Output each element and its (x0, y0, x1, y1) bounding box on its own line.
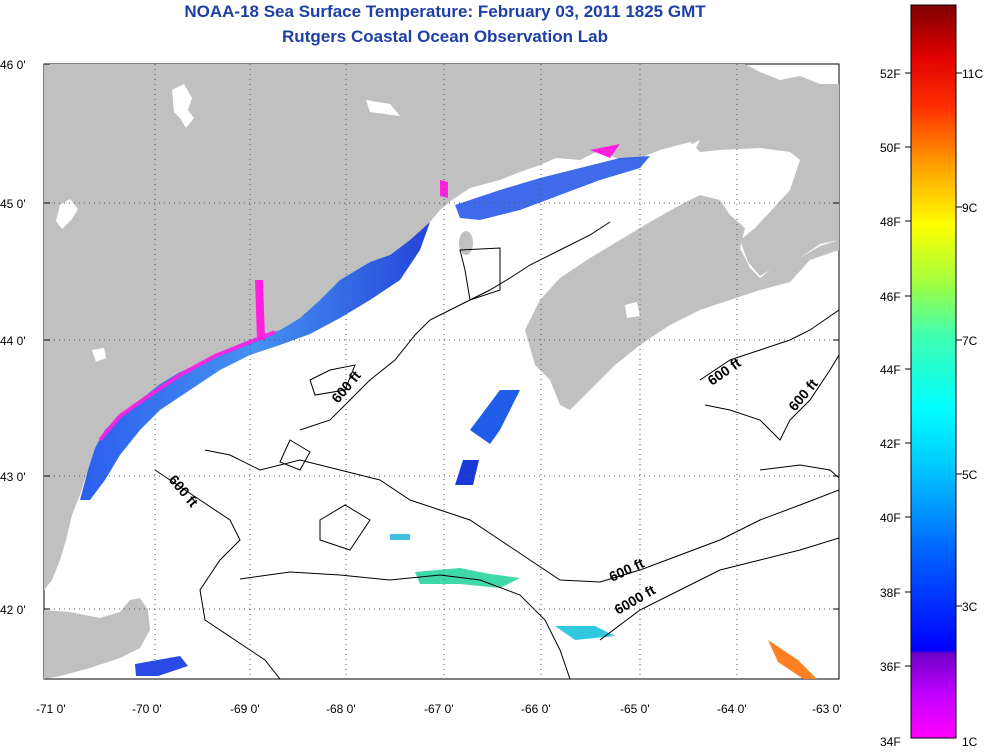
colorbar-f-label: 40F (880, 511, 901, 525)
colorbar-c-label: 9C (962, 201, 978, 215)
lake (625, 302, 640, 318)
lat-label: 43 0' (0, 470, 26, 484)
colorbar-f-label: 34F (880, 735, 901, 749)
map-subtitle: Rutgers Coastal Ocean Observation Lab (282, 27, 608, 46)
lon-label: -71 0' (36, 702, 66, 716)
lon-label: -67 0' (424, 702, 454, 716)
lake (56, 199, 78, 229)
land-mainland (44, 64, 839, 590)
colorbar-c-label: 3C (962, 600, 978, 614)
lon-label: -65 0' (620, 702, 650, 716)
lat-label: 46 0' (0, 58, 26, 72)
lake (92, 348, 106, 362)
lon-label: -63 0' (812, 702, 842, 716)
island-grand-manan (459, 231, 473, 255)
colorbar-f-label: 38F (880, 586, 901, 600)
sst-bay-band (455, 156, 650, 220)
sst-coastal-band (80, 222, 430, 500)
lon-label: -70 0' (132, 702, 162, 716)
colorbar (910, 4, 957, 739)
land-nova-scotia (525, 195, 839, 410)
colorbar-f-label: 48F (880, 215, 901, 229)
colorbar-c-label: 7C (962, 334, 978, 348)
sst-patch (135, 656, 188, 676)
colorbar-c-label: 11C (962, 67, 983, 81)
land-cape-cod (44, 598, 150, 679)
lon-label: -66 0' (521, 702, 551, 716)
colorbar-f-label: 46F (880, 290, 901, 304)
colorbar-f-label: 42F (880, 437, 901, 451)
sst-patch (390, 534, 410, 540)
sst-patch (470, 390, 520, 444)
sst-cold-fringe (98, 330, 276, 442)
colorbar-c-label: 5C (962, 468, 978, 482)
lon-label: -68 0' (326, 702, 356, 716)
map-title: NOAA-18 Sea Surface Temperature: Februar… (184, 2, 706, 21)
lake (366, 100, 400, 116)
colorbar-f-label: 36F (880, 660, 901, 674)
lat-label: 44 0' (0, 334, 26, 348)
sst-cold-patch (255, 280, 265, 340)
sst-patch (555, 626, 615, 640)
colorbar-c-label: 1C (962, 735, 978, 749)
sst-patch (768, 640, 817, 679)
lon-label: -69 0' (230, 702, 260, 716)
island-small (525, 65, 545, 79)
frame-ticks (44, 63, 839, 610)
colorbar-ticks (905, 72, 962, 667)
colorbar-f-label: 50F (880, 141, 901, 155)
colorbar-f-label: 52F (880, 67, 901, 81)
lake (172, 84, 194, 128)
sst-cold-patch (590, 144, 620, 158)
lon-label: -64 0' (717, 702, 747, 716)
sst-patch (455, 460, 479, 485)
colorbar-f-label: 44F (880, 363, 901, 377)
lat-label: 42 0' (0, 603, 26, 617)
lat-label: 45 0' (0, 197, 26, 211)
